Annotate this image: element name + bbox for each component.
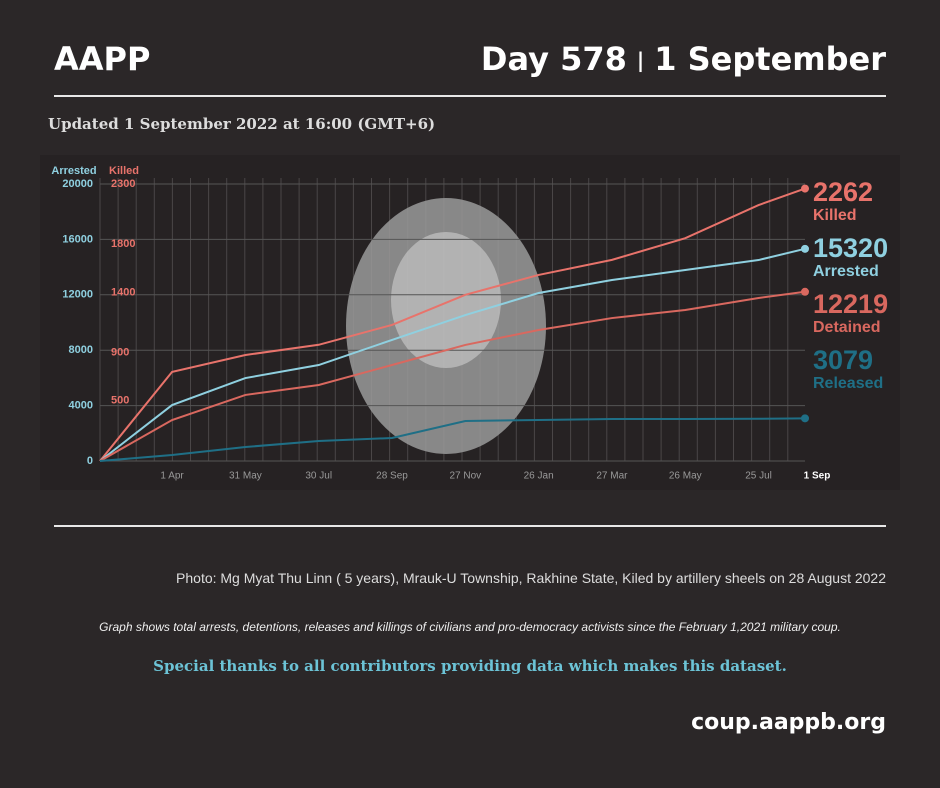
series-line	[99, 187, 806, 462]
caption: Photo: Mg Myat Thu Linn ( 5 years), Mrau…	[176, 570, 886, 586]
rule	[54, 95, 886, 97]
x-tick-label: 27 Nov	[449, 471, 481, 482]
y2-tick-label: 1800	[111, 238, 135, 250]
x-tick-label: 27 Mar	[596, 471, 628, 482]
end-value: 2262	[813, 177, 873, 207]
y-axis-title: Arrested	[51, 165, 96, 177]
x-tick-label: 31 May	[229, 471, 262, 482]
y-tick-label: 0	[87, 455, 93, 467]
y2-axis-title: Killed	[109, 165, 139, 177]
x-tick-label: 30 Jul	[305, 471, 332, 482]
legend-label: Released	[813, 375, 883, 392]
y2-tick-label: 500	[111, 395, 129, 407]
x-tick-label: 25 Jul	[745, 471, 772, 482]
x-tick-label: 1 Sep	[804, 471, 831, 482]
legend-label: Detained	[813, 319, 881, 336]
note: Graph shows total arrests, detentions, r…	[99, 620, 841, 634]
x-tick-label: 1 Apr	[160, 471, 184, 482]
end-value: 15320	[813, 233, 888, 263]
legend-label: Arrested	[813, 263, 879, 280]
end-value: 12219	[813, 289, 888, 319]
x-tick-label: 26 May	[669, 471, 702, 482]
series-line	[99, 417, 806, 462]
y-tick-label: 16000	[62, 233, 93, 245]
y-tick-label: 4000	[69, 400, 93, 412]
y2-tick-label: 900	[111, 347, 129, 359]
day-date: Day 578 | 1 September	[481, 40, 886, 78]
x-tick-label: 28 Sep	[376, 471, 408, 482]
y2-tick-label: 2300	[111, 178, 135, 190]
y2-tick-label: 1400	[111, 286, 135, 298]
end-point	[801, 287, 809, 296]
y-tick-label: 8000	[69, 344, 93, 356]
updated: Updated 1 September 2022 at 16:00 (GMT+6…	[48, 115, 436, 133]
separator: |	[636, 48, 645, 72]
y-tick-label: 20000	[62, 178, 93, 190]
y-tick-label: 12000	[62, 289, 93, 301]
org: AAPP	[54, 40, 151, 78]
end-point	[801, 184, 809, 193]
end-value: 3079	[813, 345, 873, 375]
chart: Arrested Killed 0 4000 8000 12000 16000 20000 50…	[51, 164, 889, 482]
end-point	[801, 414, 809, 423]
series-line	[99, 290, 806, 462]
end-point	[801, 244, 809, 253]
legend-label: Killed	[813, 207, 857, 224]
rule	[54, 525, 886, 527]
thanks: Special thanks to all contributors provi…	[153, 657, 787, 675]
day: Day 578	[480, 40, 627, 78]
url: coup.aappb.org	[691, 710, 886, 735]
date: 1 September	[654, 40, 886, 78]
x-tick-label: 26 Jan	[524, 471, 554, 482]
photo-face	[391, 232, 501, 368]
series-line	[99, 247, 806, 462]
